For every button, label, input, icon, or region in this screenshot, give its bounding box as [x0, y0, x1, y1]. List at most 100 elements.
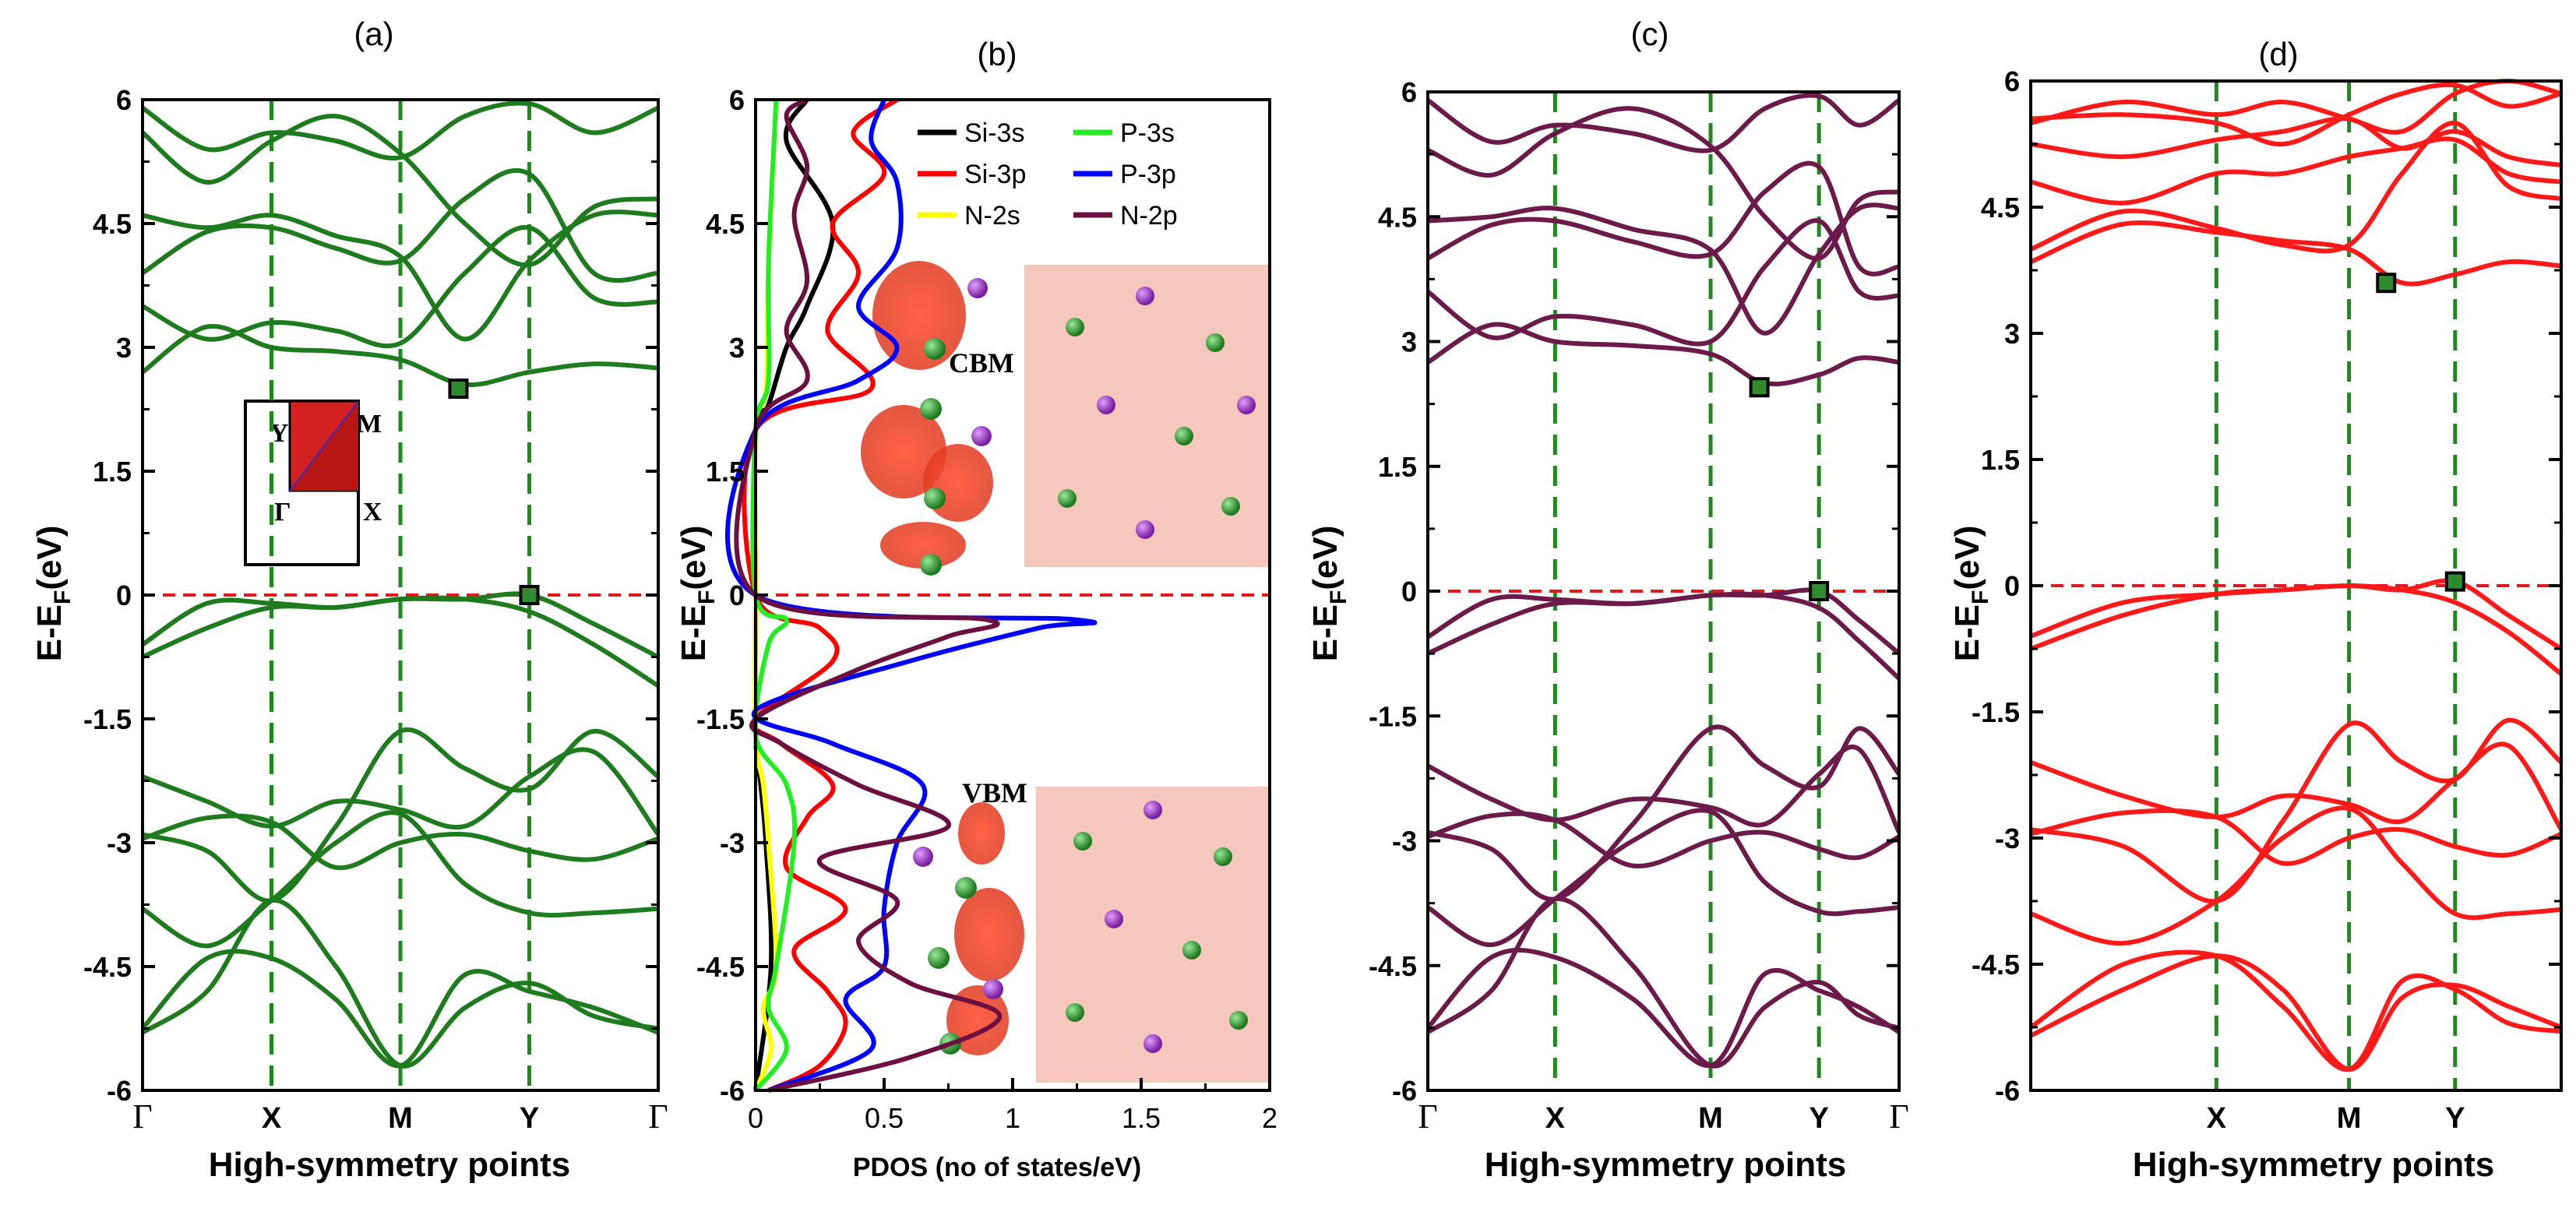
kpoint-label: M [1698, 1102, 1723, 1135]
band-line [2029, 741, 2564, 831]
y-tick-label: 1.5 [93, 456, 132, 488]
pdos-legend: Si-3s Si-3p N-2s P-3s P-3p N-2p [918, 118, 1178, 231]
si-atom [928, 947, 950, 969]
band-line [141, 810, 659, 949]
si-atom [924, 338, 946, 360]
panel-d-xlabel: High-symmetry points [2133, 1146, 2495, 1184]
svg-text:E-EF(eV): E-EF(eV) [1948, 526, 1993, 662]
y-tick-label: -3 [720, 827, 745, 859]
band-line [1426, 591, 1901, 681]
legend-si-3p: Si-3p [964, 160, 1026, 189]
p-atom [1105, 910, 1123, 928]
legend-si-3s: Si-3s [964, 118, 1024, 148]
pdos-line-p-3p [725, 98, 1098, 1093]
kpoint-label: Γ [1418, 1097, 1437, 1136]
si-atom [1175, 427, 1193, 446]
si-atom [1229, 1011, 1248, 1030]
y-tick-label: 4.5 [1981, 192, 2020, 224]
panel-d: (d) 6 4.5 3 1.5 0 -1.5 -3 -4.5 -6 X M Y High-symmet… [1948, 36, 2564, 1184]
x-tick-label: 0.5 [865, 1102, 904, 1134]
panel-a-label: (a) [354, 16, 393, 52]
y-tick-label: 6 [729, 84, 745, 116]
si-atom [920, 554, 942, 576]
panel-a: (a) Y M Γ X 64.531.50-1.5-3-4.5-6Γ X M Y Γ H… [30, 16, 668, 1184]
y-tick-label: 3 [1401, 326, 1417, 358]
p-atom [1136, 287, 1154, 305]
band-line [141, 224, 659, 349]
band-line [2030, 116, 2562, 167]
panel-c-ylabel: E-EF(eV) [1306, 526, 1351, 662]
p-atom [1097, 396, 1115, 414]
y-tick-label: -4.5 [83, 951, 132, 983]
kpath-diagonal [289, 400, 359, 491]
band-line [2030, 82, 2562, 147]
y-tick-label: 4.5 [1378, 201, 1417, 233]
legend-p-3s: P-3s [1120, 118, 1175, 148]
si-atom [1182, 941, 1201, 960]
panel-d-ylabel: E-EF(eV) [1948, 526, 1993, 662]
x-tick-label: 2 [1262, 1102, 1277, 1134]
y-tick-label: 4.5 [93, 208, 132, 240]
panel-b-marks: 64.531.50-1.5-3-4.5-60 0.5 1 1.5 2 [696, 84, 1277, 1134]
y-tick-label: -4.5 [1972, 949, 2020, 981]
kpoint-label: X [262, 1102, 282, 1135]
pdos-line-p-3s [750, 99, 798, 1092]
y-tick-label: 0 [1401, 576, 1417, 608]
band-line [2029, 949, 2562, 1072]
p-atom [967, 278, 988, 298]
panel-b-ylabel: E-EF(eV) [675, 526, 720, 662]
p-atom [1144, 1034, 1162, 1053]
kpoint-label: X [1545, 1102, 1566, 1135]
y-tick-label: 3 [116, 332, 132, 364]
kpoint-label: Y [520, 1102, 539, 1135]
band-line [141, 595, 660, 688]
y-tick-label: 6 [116, 84, 132, 116]
cbm-annotation: CBM [949, 347, 1014, 379]
band-line [2029, 583, 2563, 676]
kpoint-label: Y [2445, 1102, 2465, 1135]
y-tick-label: 0 [116, 579, 132, 611]
kpoint-label: Γ [132, 1097, 152, 1136]
p-atom [1237, 396, 1256, 414]
kpoint-label: M [2337, 1102, 2362, 1135]
band-line [141, 167, 659, 283]
kpoint-label: Γ [648, 1097, 668, 1136]
inset-label-x: X [363, 498, 382, 526]
vbm-topview [1036, 787, 1270, 1083]
pdos-line-si-3p [742, 97, 899, 1093]
y-tick-label: 4.5 [706, 208, 745, 240]
band-line [140, 949, 660, 1069]
band-line [1425, 947, 1901, 1069]
kpoint-label: Y [1809, 1102, 1828, 1135]
vbm-marker [1809, 581, 1830, 601]
y-tick-label: -4.5 [696, 951, 745, 983]
band-line [1427, 811, 1901, 869]
y-tick-label: 0 [729, 579, 745, 611]
panel-b: (b) CBM [675, 36, 1277, 1182]
band-line [1426, 93, 1901, 153]
cbm-cloud [923, 444, 993, 522]
panel-c: (c) 64.531.50-1.5-3-4.5-6Γ X M Y Γ High-symm… [1306, 16, 1909, 1184]
band-line [2030, 79, 2562, 135]
p-atom [1136, 520, 1154, 539]
panel-a-xlabel: High-symmetry points [209, 1146, 571, 1184]
y-tick-label: -4.5 [1369, 950, 1417, 982]
y-tick-label: 3 [729, 332, 745, 364]
y-tick-label: 3 [2004, 318, 2020, 350]
legend-n-2s: N-2s [964, 201, 1020, 231]
cbm-marker [448, 379, 469, 399]
p-atom [913, 847, 933, 867]
x-tick-label: 0 [748, 1102, 763, 1134]
band-line [2029, 120, 2562, 254]
x-tick-label: 1 [1005, 1102, 1020, 1134]
band-line [141, 100, 660, 161]
y-tick-label: 6 [2004, 65, 2020, 97]
band-line [2029, 220, 2562, 287]
y-tick-label: -1.5 [1369, 700, 1417, 732]
band-line [2030, 805, 2562, 946]
panel-b-xlabel: PDOS (no of states/eV) [853, 1153, 1141, 1182]
vbm-marker [519, 585, 540, 605]
brillouin-zone-inset: Y M Γ X [244, 400, 382, 566]
svg-text:E-EF(eV): E-EF(eV) [30, 526, 76, 662]
